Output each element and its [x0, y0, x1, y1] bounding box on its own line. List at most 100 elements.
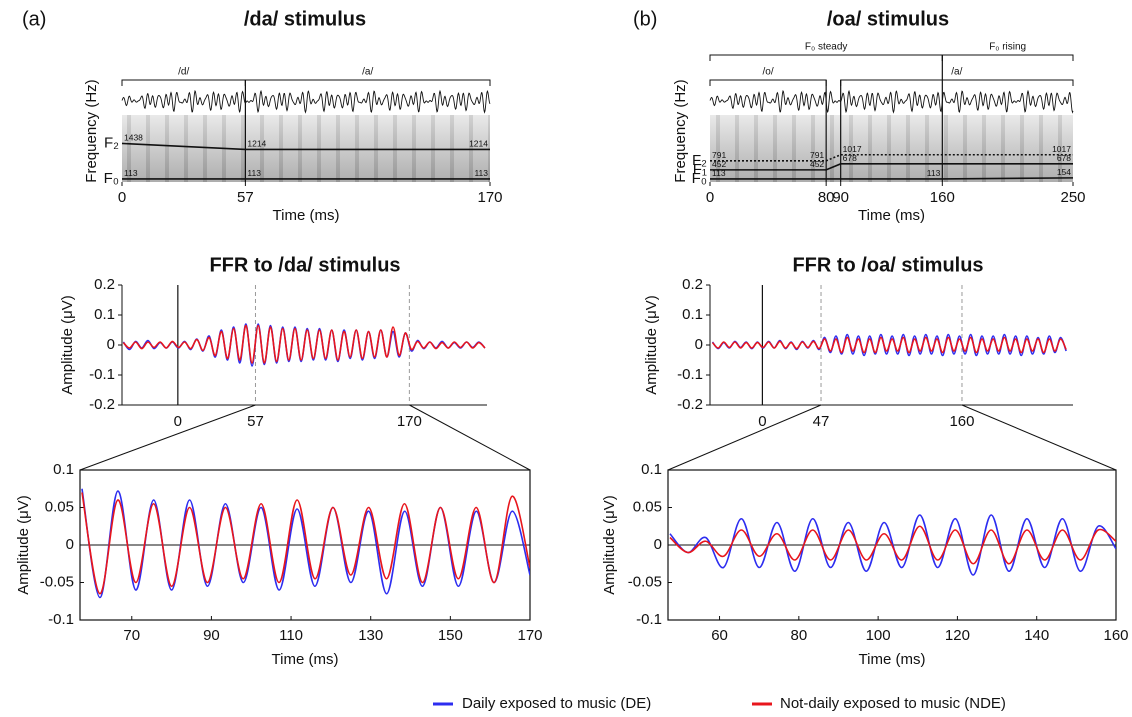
formant-line [710, 163, 1073, 171]
y-tick-label: -0.1 [636, 611, 662, 628]
x-tick-label: 57 [237, 189, 254, 206]
y-tick-label: 0.1 [641, 461, 662, 478]
x-tick-label: 60 [711, 627, 728, 644]
x-tick-label: 57 [247, 413, 264, 430]
formant-value: 452 [810, 159, 824, 169]
x-tick-label: 130 [358, 627, 383, 644]
formant-name: F₂ [104, 134, 119, 151]
formant-value: 791 [712, 150, 726, 160]
y-tick-label: 0.2 [682, 276, 703, 293]
series-line [122, 324, 486, 364]
segment-bracket [941, 54, 1074, 61]
segment-label: F₀ steady [805, 42, 848, 53]
x-tick-label: 0 [174, 413, 182, 430]
formant-name: F₀ [104, 170, 119, 187]
x-axis-label: Time (ms) [273, 207, 340, 224]
formant-value: 678 [1057, 153, 1071, 163]
segment-label: /a/ [362, 67, 373, 78]
y-tick-label: -0.2 [89, 396, 115, 413]
x-tick-label: 160 [949, 413, 974, 430]
formant-value: 113 [474, 168, 488, 178]
legend-label: Daily exposed to music (DE) [462, 695, 651, 712]
formant-value: 1214 [469, 139, 488, 149]
formant-value: 113 [124, 168, 138, 178]
formant-value: 1017 [843, 144, 862, 154]
y-tick-label: -0.05 [628, 573, 662, 590]
y-axis-label: Frequency (Hz) [83, 79, 100, 182]
stimulus-waveform [121, 89, 491, 114]
y-tick-label: 0 [66, 536, 74, 553]
y-tick-label: -0.2 [677, 396, 703, 413]
formant-value: 452 [712, 159, 726, 169]
x-tick-label: 47 [813, 413, 830, 430]
chart-title: /oa/ stimulus [827, 8, 949, 30]
x-tick-label: 120 [945, 627, 970, 644]
x-tick-label: 80 [818, 189, 835, 206]
y-axis-label: Amplitude (μV) [643, 295, 660, 395]
zoom-connector [961, 404, 1117, 471]
x-tick-label: 100 [866, 627, 891, 644]
y-axis-label: Amplitude (μV) [15, 495, 32, 595]
y-tick-label: 0 [107, 336, 115, 353]
y-tick-label: -0.05 [40, 573, 74, 590]
segment-bracket [840, 79, 1074, 86]
x-tick-label: 140 [1024, 627, 1049, 644]
formant-value: 1438 [124, 133, 143, 143]
formant-value: 791 [810, 150, 824, 160]
zoom-connector [667, 404, 822, 471]
legend-label: Not-daily exposed to music (NDE) [780, 695, 1006, 712]
x-tick-label: 0 [758, 413, 766, 430]
segment-bracket [709, 54, 943, 61]
formant-value: 678 [843, 153, 857, 163]
series-line [669, 525, 1116, 565]
x-tick-label: 80 [790, 627, 807, 644]
series-line [81, 488, 530, 599]
stimulus-waveform [709, 89, 1074, 114]
y-tick-label: 0.1 [94, 306, 115, 323]
segment-bracket [709, 79, 827, 86]
y-tick-label: 0 [695, 336, 703, 353]
x-tick-label: 110 [279, 627, 303, 644]
segment-label: F₀ rising [989, 42, 1026, 53]
y-tick-label: 0.1 [53, 461, 74, 478]
formant-value: 1017 [1052, 144, 1071, 154]
x-tick-label: 170 [517, 627, 542, 644]
y-tick-label: 0.1 [682, 306, 703, 323]
segment-label: /o/ [763, 67, 774, 78]
formant-line [710, 153, 1073, 162]
y-axis-label: Amplitude (μV) [59, 295, 76, 395]
y-tick-label: -0.1 [89, 366, 115, 383]
x-tick-label: 90 [203, 627, 220, 644]
x-tick-label: 150 [438, 627, 463, 644]
x-tick-label: 90 [832, 189, 849, 206]
x-tick-label: 70 [123, 627, 140, 644]
y-tick-label: 0.05 [633, 498, 662, 515]
formant-line [710, 177, 1074, 180]
x-axis-label: Time (ms) [858, 207, 925, 224]
x-tick-label: 250 [1060, 189, 1085, 206]
formant-value: 113 [712, 168, 726, 178]
x-tick-label: 170 [397, 413, 422, 430]
y-axis-label: Frequency (Hz) [672, 79, 689, 182]
spectrogram-shade [710, 115, 1073, 182]
segment-label: /d/ [178, 67, 189, 78]
series-line [711, 336, 1067, 354]
zoom-connector [79, 404, 256, 471]
x-tick-label: 160 [1103, 627, 1128, 644]
y-tick-label: -0.1 [48, 611, 74, 628]
y-tick-label: -0.1 [677, 366, 703, 383]
formant-value: 154 [1057, 167, 1071, 177]
formant-value: 1214 [247, 139, 266, 149]
formant-value: 113 [927, 168, 941, 178]
y-axis-label: Amplitude (μV) [601, 495, 618, 595]
spectrogram-shade [122, 115, 490, 182]
x-tick-label: 0 [706, 189, 714, 206]
chart-title: /da/ stimulus [244, 8, 366, 30]
x-axis-label: Time (ms) [859, 651, 926, 668]
y-tick-label: 0.05 [45, 498, 74, 515]
panel-label: (a) [22, 8, 46, 30]
formant-name: F₂ [692, 152, 707, 169]
y-tick-label: 0.2 [94, 276, 115, 293]
x-tick-label: 160 [930, 189, 955, 206]
